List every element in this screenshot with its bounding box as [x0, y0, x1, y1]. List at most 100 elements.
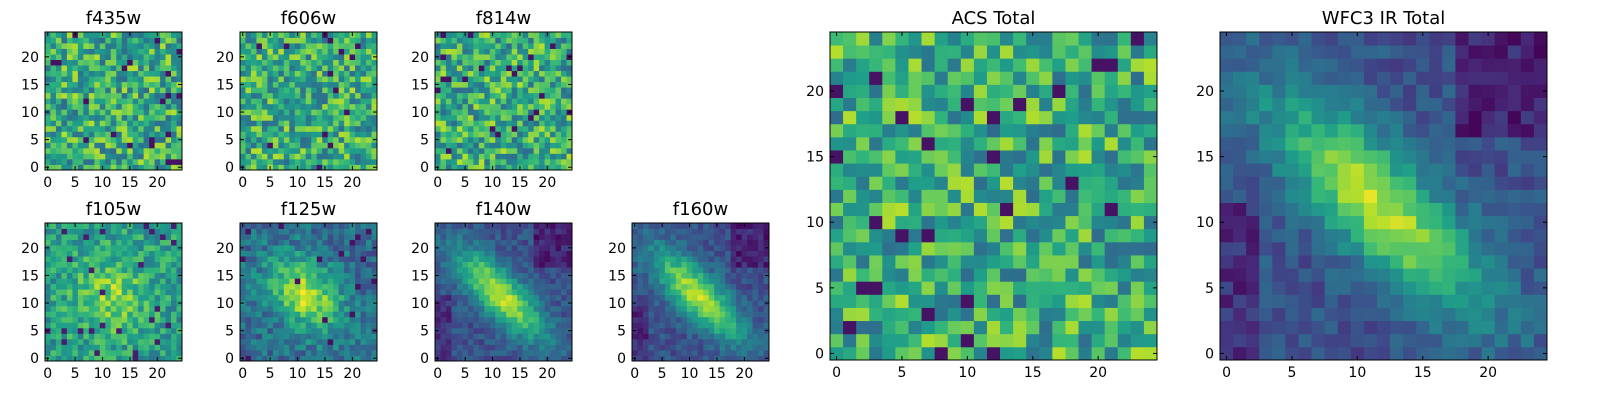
heatmap-cell: [561, 158, 567, 165]
heatmap-cell: [686, 327, 693, 334]
heatmap-cell: [149, 92, 155, 99]
heatmap-cell: [272, 278, 279, 285]
heatmap-cell: [659, 261, 666, 268]
heatmap-cell: [664, 344, 671, 351]
heatmap-cell: [741, 250, 748, 257]
heatmap-cell: [355, 349, 361, 356]
heatmap-cell: [132, 103, 139, 110]
heatmap-cell: [533, 158, 540, 165]
heatmap-cell: [116, 349, 123, 356]
heatmap-cell: [72, 109, 79, 116]
heatmap-cell: [550, 333, 556, 340]
heatmap-cell: [528, 59, 535, 66]
heatmap-cell: [360, 76, 367, 83]
heatmap-cell: [675, 256, 682, 263]
heatmap-cell: [697, 278, 704, 285]
heatmap-cell: [149, 142, 155, 149]
heatmap-cell: [522, 349, 529, 356]
heatmap-cell: [506, 103, 513, 110]
heatmap-cell: [632, 311, 638, 318]
x-tick-label: 20: [735, 366, 753, 382]
heatmap-cell: [116, 70, 123, 77]
heatmap-cell: [445, 32, 452, 38]
heatmap-cell: [121, 278, 128, 285]
heatmap-cell: [451, 300, 458, 307]
heatmap-cell: [327, 349, 334, 356]
heatmap-cell: [278, 289, 285, 296]
heatmap-cell: [256, 223, 263, 229]
heatmap-cell: [843, 150, 857, 164]
heatmap-cell: [160, 131, 166, 138]
heatmap-cell: [714, 245, 721, 251]
heatmap-cell: [664, 272, 671, 279]
heatmap-cell: [522, 87, 529, 94]
heatmap-cell: [1000, 346, 1014, 361]
heatmap-cell: [473, 228, 480, 235]
heatmap-cell: [154, 322, 161, 329]
heatmap-cell: [240, 234, 246, 240]
heatmap-cell: [344, 153, 350, 160]
heatmap-cell: [758, 338, 764, 345]
heatmap-cell: [708, 305, 715, 312]
heatmap-cell: [333, 147, 340, 154]
heatmap-cell: [506, 338, 513, 345]
heatmap-cell: [105, 59, 112, 66]
heatmap-cell: [528, 81, 535, 88]
y-tick-label: 0: [30, 160, 39, 176]
heatmap-cell: [500, 327, 507, 334]
heatmap-cell: [105, 316, 112, 323]
heatmap-cell: [316, 98, 323, 105]
heatmap-cell: [921, 176, 936, 190]
heatmap-cell: [736, 349, 742, 356]
heatmap-cell: [55, 333, 62, 340]
heatmap-cell: [55, 37, 62, 44]
heatmap-cell: [451, 48, 458, 55]
heatmap-cell: [555, 355, 562, 362]
heatmap-cell: [121, 300, 128, 307]
heatmap-cell: [495, 283, 502, 290]
heatmap-cell: [489, 305, 496, 312]
heatmap-cell: [648, 300, 655, 307]
heatmap-cell: [495, 327, 502, 334]
heatmap-cell: [50, 120, 57, 127]
heatmap-cell: [725, 322, 732, 329]
heatmap-cell: [544, 311, 551, 318]
heatmap-cell: [495, 256, 502, 263]
heatmap-cell: [456, 120, 463, 127]
heatmap-cell: [305, 311, 312, 318]
heatmap-cell: [1117, 241, 1132, 256]
heatmap-cell: [344, 76, 350, 83]
heatmap-cell: [160, 98, 166, 105]
heatmap-cell: [316, 87, 323, 94]
heatmap-cell: [72, 59, 79, 66]
heatmap-cell: [305, 338, 312, 345]
heatmap-cell: [500, 109, 507, 116]
heatmap-cell: [561, 327, 567, 334]
heatmap-cell: [736, 311, 742, 318]
heatmap-cell: [94, 114, 101, 121]
heatmap-cell: [160, 267, 166, 274]
heatmap-cell: [664, 322, 671, 329]
heatmap-cell: [61, 125, 68, 132]
heatmap-cell: [752, 311, 759, 318]
x-tick-label: 0: [433, 366, 442, 382]
heatmap-cell: [83, 228, 90, 235]
heatmap-cell: [116, 305, 123, 312]
heatmap-cell: [539, 43, 545, 49]
heatmap-cell: [1091, 307, 1106, 322]
heatmap-cell: [478, 32, 485, 38]
heatmap-cell: [642, 316, 649, 323]
heatmap-cell: [473, 109, 480, 116]
heatmap-cell: [143, 245, 150, 251]
heatmap-cell: [45, 322, 51, 329]
heatmap-cell: [1013, 163, 1027, 177]
heatmap-cell: [355, 70, 361, 77]
heatmap-cell: [77, 92, 84, 99]
heatmap-cell: [143, 125, 150, 132]
heatmap-cell: [55, 355, 62, 362]
heatmap-cell: [110, 153, 117, 160]
heatmap-cell: [566, 250, 573, 257]
heatmap-cell: [659, 234, 666, 240]
heatmap-cell: [686, 344, 693, 351]
heatmap-cell: [473, 338, 480, 345]
